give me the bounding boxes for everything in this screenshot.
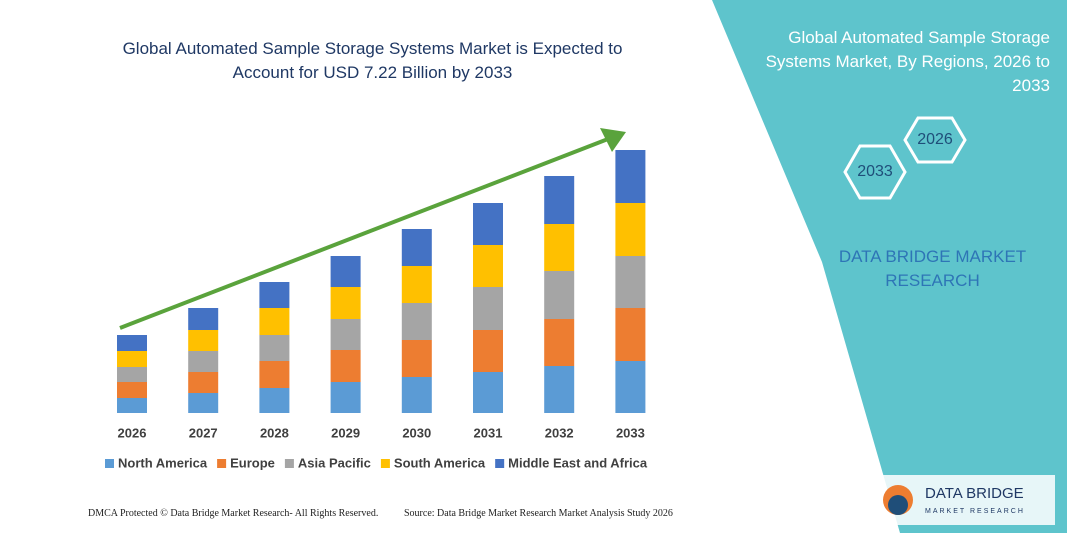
chart-title: Global Automated Sample Storage Systems … [122, 39, 623, 82]
bar-segment [188, 351, 219, 372]
bar-segment [544, 271, 575, 319]
panel-title: Global Automated Sample Storage Systems … [765, 28, 1050, 95]
legend-swatch [284, 459, 294, 468]
bar-segment [117, 351, 147, 367]
x-tick-label: 2032 [545, 425, 574, 440]
bar-segment [188, 372, 219, 393]
x-tick-label: 2031 [474, 425, 503, 440]
bar-segment [473, 372, 503, 413]
x-tick-label: 2028 [260, 425, 289, 440]
brand: DATA BRIDGE MARKET RESEARCH [838, 247, 1027, 290]
footer-right: Source: Data Bridge Market Research Mark… [404, 508, 673, 519]
bar-segment [188, 393, 219, 413]
bar-segment [401, 229, 432, 266]
bar-segment [615, 308, 646, 361]
bar-segment [401, 377, 432, 413]
bar-segment [615, 150, 646, 203]
legend-label: Middle East and Africa [508, 455, 648, 470]
bar-segment [473, 203, 503, 245]
bar-segment [544, 176, 575, 224]
x-tick-label: 2027 [189, 425, 218, 440]
bar-segment [473, 330, 503, 372]
x-tick-label: 2029 [331, 425, 360, 440]
bar-segment [401, 340, 432, 377]
bar-segment [330, 256, 361, 287]
hexagon [843, 144, 907, 200]
bar-segment [544, 366, 575, 413]
bar-segment [544, 224, 575, 271]
bar-segment [259, 388, 290, 413]
x-tick-label: 2026 [118, 425, 147, 440]
hex-label: 2026 [917, 131, 953, 148]
bar-segment [117, 367, 147, 382]
legend-swatch [217, 459, 227, 468]
bar-segment [188, 308, 219, 330]
legend-label: North America [118, 455, 208, 470]
logo-tagline: MARKET RESEARCH [925, 508, 1025, 515]
bar-segment [330, 350, 361, 382]
footer-left: DMCA Protected © Data Bridge Market Rese… [88, 508, 379, 519]
x-tick-label: 2030 [402, 425, 431, 440]
bar-segment [259, 361, 290, 388]
bar-segment [330, 319, 361, 350]
hex-label: 2033 [857, 163, 893, 180]
bar-segment [544, 319, 575, 366]
legend-swatch [380, 459, 390, 468]
bar-segment [259, 335, 290, 361]
bar-segment [330, 287, 361, 319]
side-panel [712, 0, 1067, 533]
x-tick-label: 2033 [616, 425, 645, 440]
logo-name: DATA BRIDGE [925, 485, 1024, 502]
logo-mark [888, 495, 908, 515]
legend-swatch [105, 459, 114, 468]
trend-arrow [119, 137, 609, 330]
legend-label: Europe [230, 455, 275, 470]
bar-segment [117, 398, 147, 413]
bar-segment [401, 303, 432, 340]
bar-segment [188, 330, 219, 351]
legend-label: South America [394, 455, 486, 470]
hexagon [903, 116, 967, 164]
legend-swatch [495, 459, 505, 468]
bar-segment [117, 335, 147, 351]
arrow-head [600, 128, 626, 152]
bar-segment [615, 203, 646, 256]
bar-segment [473, 245, 503, 287]
bar-segment [259, 282, 290, 308]
bar-segment [117, 382, 147, 398]
bar-segment [259, 308, 290, 335]
bar-segment [473, 287, 503, 330]
bar-segment [401, 266, 432, 303]
bar-segment [615, 256, 646, 308]
legend-label: Asia Pacific [298, 455, 371, 470]
bar-segment [330, 382, 361, 413]
bar-segment [615, 361, 646, 413]
